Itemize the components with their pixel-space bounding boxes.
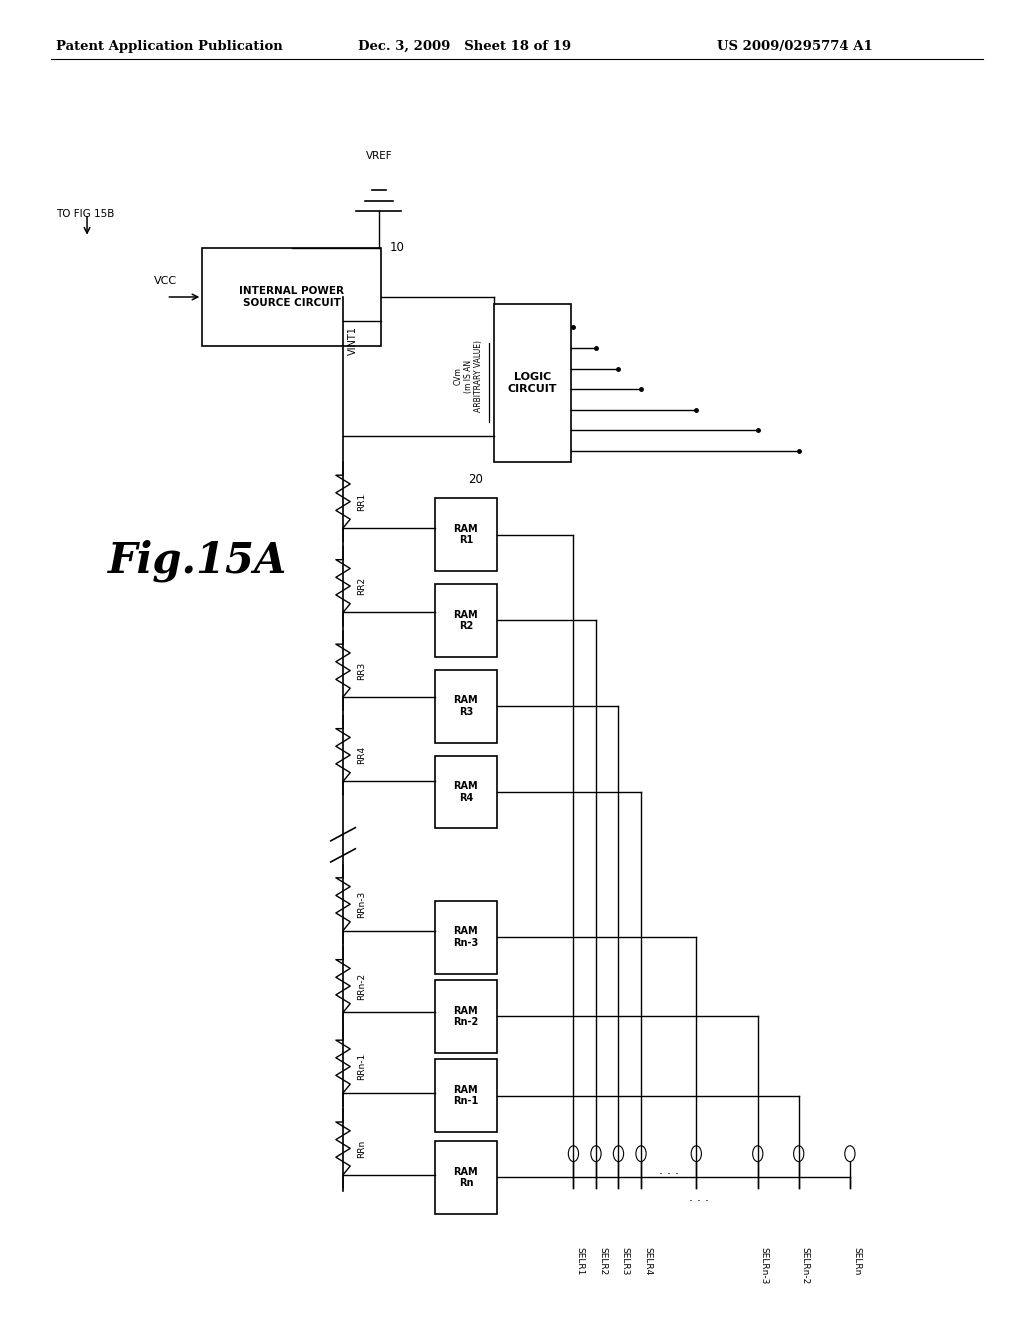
Text: 10: 10 [389,242,404,253]
Text: RAM
Rn: RAM Rn [454,1167,478,1188]
Text: 20: 20 [468,473,483,486]
Text: SELR1: SELR1 [575,1247,585,1275]
Ellipse shape [753,1146,763,1162]
Text: SELRn: SELRn [852,1247,861,1275]
Ellipse shape [691,1146,701,1162]
Text: RAM
Rn-1: RAM Rn-1 [454,1085,478,1106]
FancyBboxPatch shape [435,583,497,656]
Text: RRn-3: RRn-3 [357,891,367,917]
FancyBboxPatch shape [435,498,497,570]
Text: Dec. 3, 2009   Sheet 18 of 19: Dec. 3, 2009 Sheet 18 of 19 [358,40,571,53]
Ellipse shape [568,1146,579,1162]
Text: SELR2: SELR2 [598,1247,607,1275]
Text: Fig.15A: Fig.15A [108,540,287,582]
Text: TO FIG 15B: TO FIG 15B [56,209,115,219]
FancyBboxPatch shape [435,755,497,829]
Ellipse shape [613,1146,624,1162]
Text: SELRn-3: SELRn-3 [760,1247,769,1284]
Text: RAM
Rn-3: RAM Rn-3 [454,927,478,948]
Text: RR4: RR4 [357,746,367,764]
Text: LOGIC
CIRCUIT: LOGIC CIRCUIT [508,372,557,393]
FancyBboxPatch shape [495,304,571,462]
Ellipse shape [845,1146,855,1162]
Text: INTERNAL POWER
SOURCE CIRCUIT: INTERNAL POWER SOURCE CIRCUIT [240,286,344,308]
Text: · · ·: · · · [658,1168,679,1181]
Text: SELRn-2: SELRn-2 [801,1247,810,1284]
FancyBboxPatch shape [435,671,497,742]
Text: RRn-1: RRn-1 [357,1053,367,1080]
Text: RAM
R3: RAM R3 [454,696,478,717]
Text: RRn-2: RRn-2 [357,973,367,999]
FancyBboxPatch shape [435,1140,497,1214]
Ellipse shape [636,1146,646,1162]
Text: RAM
R2: RAM R2 [454,610,478,631]
Text: RAM
R4: RAM R4 [454,781,478,803]
FancyBboxPatch shape [202,248,381,346]
FancyBboxPatch shape [435,1059,497,1131]
Text: RAM
R1: RAM R1 [454,524,478,545]
Ellipse shape [591,1146,601,1162]
Text: CVm
(m IS AN
ARBITRARY VALUE): CVm (m IS AN ARBITRARY VALUE) [454,341,483,412]
Text: VINT1: VINT1 [348,326,358,355]
Text: SELR3: SELR3 [621,1247,630,1275]
Ellipse shape [794,1146,804,1162]
Text: SELR4: SELR4 [643,1247,652,1275]
Text: VCC: VCC [154,276,176,286]
Text: VREF: VREF [366,150,392,161]
FancyBboxPatch shape [435,979,497,1053]
Text: RR3: RR3 [357,661,367,680]
Text: Patent Application Publication: Patent Application Publication [56,40,283,53]
Text: RR1: RR1 [357,492,367,511]
Text: · · ·: · · · [689,1195,710,1208]
Text: RR2: RR2 [357,577,367,595]
Text: RAM
Rn-2: RAM Rn-2 [454,1006,478,1027]
Text: RRn: RRn [357,1139,367,1158]
FancyBboxPatch shape [435,902,497,974]
Text: US 2009/0295774 A1: US 2009/0295774 A1 [717,40,872,53]
